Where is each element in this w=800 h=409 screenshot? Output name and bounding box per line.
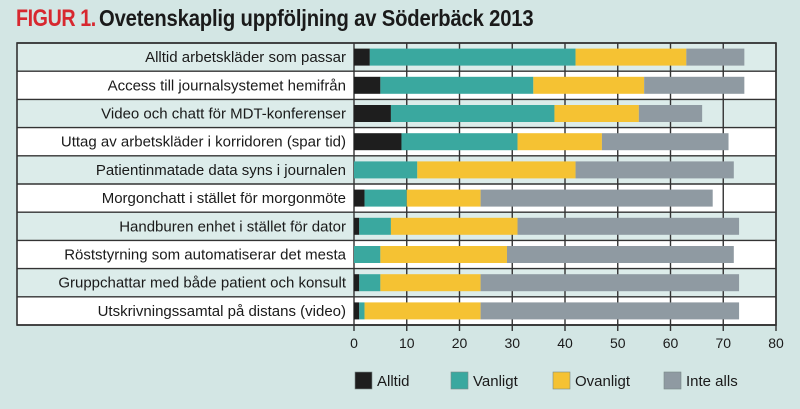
bar-segment-vanligt <box>359 274 381 292</box>
bar-segment-alltid <box>354 217 360 235</box>
bar-segment-alltid <box>354 133 402 151</box>
x-tick-label: 70 <box>715 335 731 351</box>
bar-segment-vanligt <box>354 246 381 263</box>
legend-item-inte-alls: Inte alls <box>663 371 738 390</box>
category-label: Handburen enhet i stället för dator <box>119 218 346 235</box>
bar-segment-vanligt <box>354 161 418 179</box>
bar-segment-ovanligt <box>417 161 576 179</box>
bar-segment-ovanligt <box>380 246 507 263</box>
x-tick-label: 20 <box>452 335 468 351</box>
legend-swatch <box>450 371 469 390</box>
legend-item-vanligt: Vanligt <box>450 371 519 390</box>
bar-segment-alltid <box>354 48 370 66</box>
legend-swatch <box>552 371 571 390</box>
category-label: Morgonchatt i stället för morgonmöte <box>102 190 346 207</box>
bar-segment-ovanligt <box>406 189 481 207</box>
bar-segment-vanligt <box>401 133 518 151</box>
category-label: Alltid arbetskläder som passar <box>145 49 346 66</box>
category-label: Patientinmatade data syns i journalen <box>96 162 346 179</box>
x-tick-label: 30 <box>504 335 520 351</box>
category-label: Uttag av arbetskläder i korridoren (spar… <box>61 134 346 151</box>
bar-segment-alltid <box>354 189 365 207</box>
bar-segment-alltid <box>354 302 360 320</box>
x-tick-label: 60 <box>663 335 679 351</box>
x-tick-label: 40 <box>557 335 573 351</box>
bar-segment-inte-alls <box>644 76 745 94</box>
legend-item-ovanligt: Ovanligt <box>552 371 631 390</box>
bars <box>354 48 745 320</box>
bar-segment-ovanligt <box>364 302 481 320</box>
bar-segment-alltid <box>354 76 381 94</box>
legend-label: Ovanligt <box>575 373 631 390</box>
bar-segment-inte-alls <box>638 105 703 122</box>
bar-segment-vanligt <box>364 189 407 207</box>
figure-number: FIGUR 1. <box>16 5 96 32</box>
legend: Alltid Vanligt Ovanligt Inte alls <box>354 371 738 390</box>
legend-label: Alltid <box>377 373 410 390</box>
bar-segment-vanligt <box>359 217 391 235</box>
legend-label: Vanligt <box>473 373 519 390</box>
legend-swatch <box>663 371 682 390</box>
figure-title: FIGUR 1. Ovetenskaplig uppföljning av Sö… <box>16 5 534 35</box>
bar-segment-inte-alls <box>480 274 740 292</box>
category-label: Video och chatt för MDT-konferenser <box>101 106 346 123</box>
bar-segment-ovanligt <box>380 274 481 292</box>
x-axis: 0 10 20 30 40 50 60 70 80 <box>350 324 784 351</box>
figure-title-text: Ovetenskaplig uppföljning av Söderbäck 2… <box>99 5 534 31</box>
bar-segment-inte-alls <box>517 217 740 235</box>
category-label: Gruppchattar med både patient och konsul… <box>58 275 347 292</box>
category-label: Utskrivningssamtal på distans (video) <box>98 303 346 320</box>
bar-segment-alltid <box>354 274 360 292</box>
legend-swatch <box>354 371 373 390</box>
bar-segment-inte-alls <box>601 133 729 151</box>
bar-segment-vanligt <box>380 76 534 94</box>
legend-item-alltid: Alltid <box>354 371 410 390</box>
bar-segment-alltid <box>354 105 391 122</box>
category-label: Access till journalsystemet hemifrån <box>108 77 346 94</box>
bar-segment-inte-alls <box>480 302 740 320</box>
bar-segment-inte-alls <box>506 246 734 263</box>
bar-segment-vanligt <box>369 48 576 66</box>
bar-segment-inte-alls <box>575 161 734 179</box>
bar-segment-inte-alls <box>686 48 745 66</box>
category-label: Röststyrning som automatiserar det mesta <box>64 247 346 264</box>
x-tick-label: 10 <box>399 335 415 351</box>
legend-label: Inte alls <box>686 373 738 390</box>
bar-segment-ovanligt <box>533 76 645 94</box>
x-tick-label: 50 <box>610 335 626 351</box>
x-tick-label: 0 <box>350 335 358 351</box>
category-labels: Alltid arbetskläder som passar Access til… <box>58 49 347 320</box>
x-tick-label: 80 <box>768 335 784 351</box>
bar-segment-vanligt <box>390 105 555 122</box>
bar-segment-ovanligt <box>390 217 518 235</box>
bar-segment-ovanligt <box>517 133 602 151</box>
bar-segment-ovanligt <box>554 105 639 122</box>
bar-segment-vanligt <box>359 302 365 320</box>
bar-segment-ovanligt <box>575 48 687 66</box>
bar-segment-inte-alls <box>480 189 713 207</box>
